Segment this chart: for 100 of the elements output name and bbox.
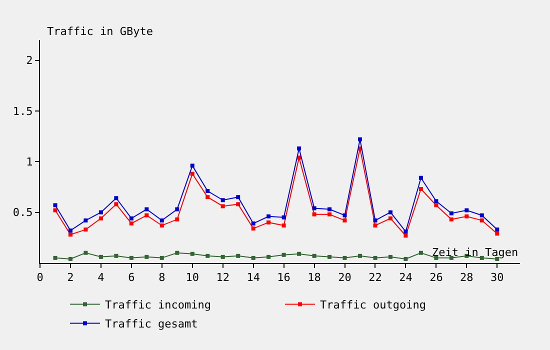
legend-label: Traffic outgoing xyxy=(320,298,426,312)
point xyxy=(388,254,392,259)
point xyxy=(464,208,469,212)
point xyxy=(449,211,454,216)
point xyxy=(373,256,378,260)
x-tick-label: 14 xyxy=(246,271,260,284)
point xyxy=(297,146,302,150)
x-tick-label: 28 xyxy=(460,271,474,284)
point xyxy=(175,207,180,212)
point xyxy=(251,226,256,231)
point xyxy=(297,252,302,256)
point xyxy=(160,256,164,260)
point xyxy=(480,256,484,260)
y-axis-title: Traffic in GByte xyxy=(47,25,153,38)
point xyxy=(282,252,286,257)
point xyxy=(114,196,118,200)
point xyxy=(342,256,347,260)
point xyxy=(206,254,210,258)
point xyxy=(220,204,225,208)
point xyxy=(68,228,72,233)
point xyxy=(68,232,72,237)
point xyxy=(84,250,88,255)
point xyxy=(480,213,484,218)
point xyxy=(404,230,408,234)
point xyxy=(495,228,500,232)
point xyxy=(144,207,149,212)
point xyxy=(266,254,271,259)
point xyxy=(480,218,484,222)
point xyxy=(342,218,347,222)
point xyxy=(312,254,316,258)
point xyxy=(160,224,164,228)
point xyxy=(175,250,180,255)
point xyxy=(114,202,118,206)
point xyxy=(190,164,194,168)
point xyxy=(418,176,423,180)
point xyxy=(373,218,378,222)
x-tick-label: 30 xyxy=(490,271,504,284)
point xyxy=(144,213,149,218)
x-tick-label: 24 xyxy=(399,271,413,284)
point xyxy=(328,212,332,216)
point xyxy=(266,214,271,218)
point xyxy=(220,198,225,202)
point xyxy=(418,250,423,255)
point xyxy=(236,254,240,258)
point xyxy=(251,256,256,260)
point xyxy=(144,254,149,259)
point xyxy=(328,207,332,212)
point xyxy=(114,254,118,258)
point xyxy=(129,256,134,260)
point xyxy=(206,195,210,200)
legend-label: Traffic incoming xyxy=(105,298,211,312)
point xyxy=(98,216,103,220)
point xyxy=(404,256,408,261)
point xyxy=(129,221,134,226)
point xyxy=(84,218,88,222)
point xyxy=(98,210,103,214)
x-tick-label: 2 xyxy=(67,271,74,284)
y-tick-label: 1.5 xyxy=(12,104,33,118)
point xyxy=(282,215,286,220)
point xyxy=(175,217,180,222)
point xyxy=(449,217,454,222)
point xyxy=(388,216,392,220)
y-tick-label: 1 xyxy=(26,155,33,168)
point xyxy=(266,220,271,224)
point xyxy=(495,232,500,236)
point xyxy=(342,213,347,218)
x-tick-label: 4 xyxy=(98,271,105,284)
point xyxy=(434,203,438,208)
point xyxy=(190,252,194,256)
y-tick-label: 2 xyxy=(26,54,33,68)
point xyxy=(160,218,164,222)
y-tick-label: 0.5 xyxy=(12,206,33,220)
x-tick-label: 8 xyxy=(158,271,166,284)
point xyxy=(206,189,210,194)
point xyxy=(312,212,316,216)
x-axis-title: Zeit in Tagen xyxy=(432,246,518,259)
point xyxy=(84,228,88,232)
point xyxy=(388,210,392,214)
point xyxy=(236,195,240,200)
x-tick-label: 16 xyxy=(277,271,290,284)
point xyxy=(434,199,438,204)
x-tick-label: 12 xyxy=(216,271,230,284)
point xyxy=(328,254,332,259)
point xyxy=(53,208,58,212)
point xyxy=(251,221,256,226)
x-tick-label: 10 xyxy=(186,271,200,284)
point xyxy=(220,254,225,259)
point xyxy=(373,224,378,228)
x-tick-label: 18 xyxy=(308,271,321,284)
point xyxy=(358,137,362,142)
point xyxy=(98,254,103,259)
point xyxy=(190,172,194,176)
point xyxy=(68,256,72,261)
point xyxy=(282,224,286,228)
point xyxy=(418,187,423,191)
x-tick-label: 22 xyxy=(368,271,382,284)
x-tick-label: 6 xyxy=(128,271,135,284)
point xyxy=(404,234,408,238)
legend-label: Traffic gesamt xyxy=(105,318,198,331)
x-tick-label: 0 xyxy=(36,271,44,284)
